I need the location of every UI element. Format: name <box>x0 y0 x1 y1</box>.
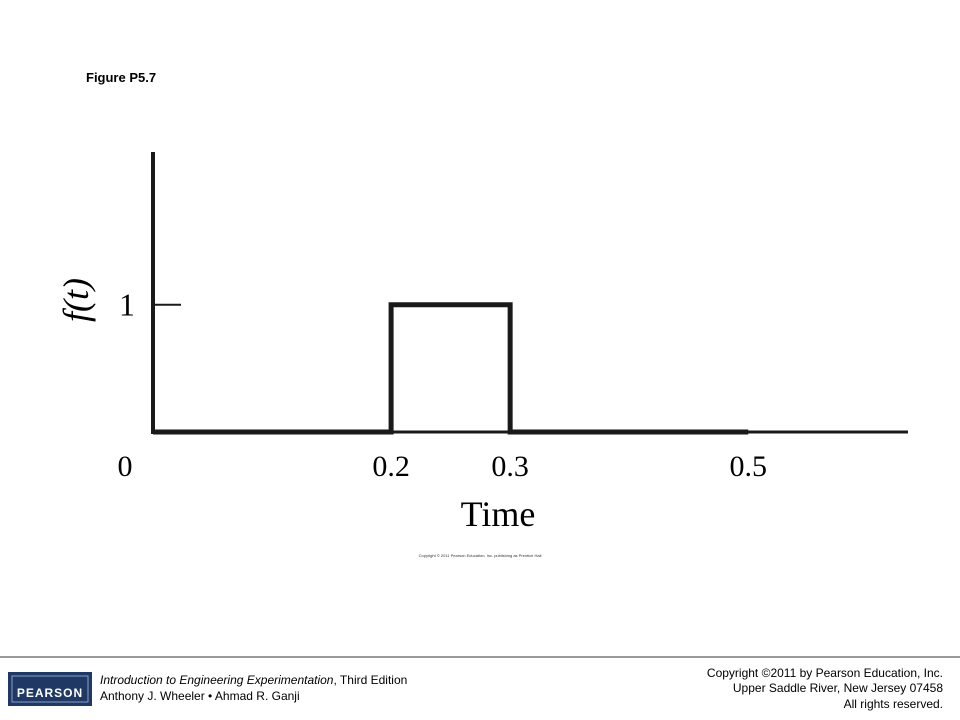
x-tick-label: 0.3 <box>491 450 529 483</box>
x-axis-label: Time <box>461 494 536 534</box>
x-tick-label: 0 <box>118 450 133 483</box>
y-axis-label: f(t) <box>56 278 96 322</box>
slide-title: Figure P5.7 <box>86 70 156 85</box>
plot: f(t) Time Copyright © 2011 Pearson Educa… <box>56 152 908 558</box>
copyright: Upper Saddle River, New Jersey 07458 <box>733 681 943 695</box>
copyright: Copyright ©2011 by Pearson Education, In… <box>707 666 943 680</box>
authors: Anthony J. Wheeler • Ahmad R. Ganji <box>100 689 300 703</box>
logo-frame <box>11 675 89 703</box>
book-title: Introduction to Engineering Experimentat… <box>100 673 334 687</box>
logo-box <box>8 672 92 706</box>
edition: , Third Edition <box>333 673 407 687</box>
credit: Copyright © 2011 Pearson Education, Inc.… <box>419 553 542 558</box>
signal-line <box>153 302 749 435</box>
copyright: All rights reserved. <box>844 697 943 711</box>
y-tick-label: 1 <box>119 287 135 323</box>
x-tick-label: 0.2 <box>372 450 410 483</box>
logo: PEARSON <box>17 686 83 700</box>
book-line: Introduction to Engineering Experimentat… <box>100 673 407 687</box>
x-tick-label: 0.5 <box>729 450 767 483</box>
